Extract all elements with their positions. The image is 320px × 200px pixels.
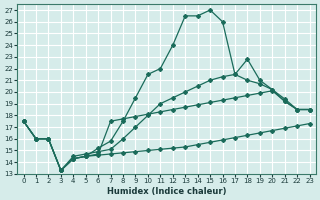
X-axis label: Humidex (Indice chaleur): Humidex (Indice chaleur) xyxy=(107,187,226,196)
